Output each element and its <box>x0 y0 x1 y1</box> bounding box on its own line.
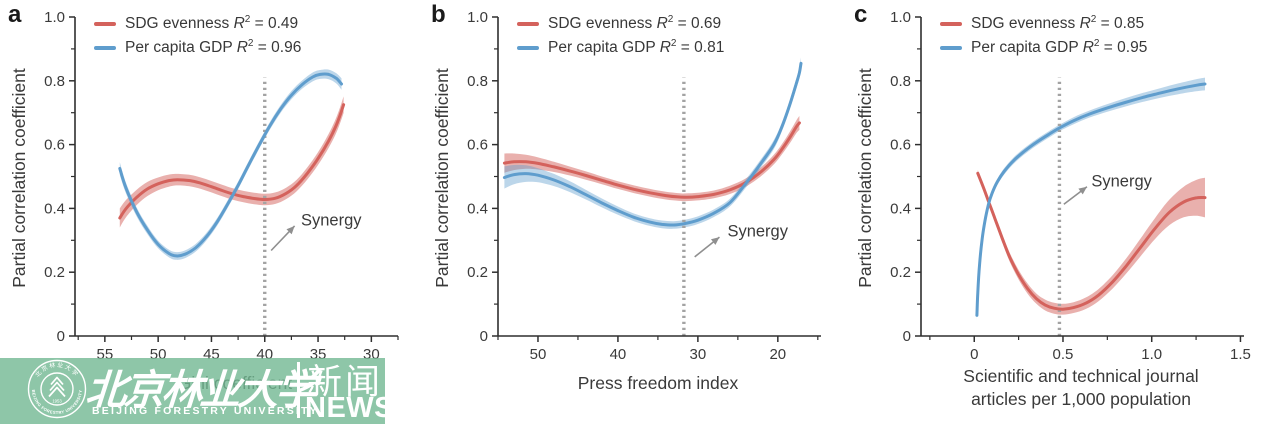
legend-entry: SDG evenness R2 = 0.49 <box>94 13 301 34</box>
line-per-capita-gdp <box>975 82 1207 317</box>
svg-text:0.8: 0.8 <box>467 73 488 90</box>
svg-text:0.2: 0.2 <box>890 264 911 281</box>
svg-text:1.5: 1.5 <box>1230 346 1251 363</box>
synergy-arrowhead-icon <box>710 237 720 245</box>
line-sdg-evenness <box>502 121 801 199</box>
legend-entry-label: Per capita GDP R2 = 0.95 <box>971 37 1148 56</box>
svg-text:1.0: 1.0 <box>44 9 65 26</box>
synergy-label: Synergy <box>1091 173 1152 191</box>
svg-text:0.4: 0.4 <box>44 200 65 217</box>
legend-entry-label: Per capita GDP R2 = 0.96 <box>125 37 302 56</box>
svg-text:20: 20 <box>769 346 786 363</box>
svg-text:1.0: 1.0 <box>1141 346 1162 363</box>
y-axis-title: Partial correlation coefficient <box>9 68 29 288</box>
legend-entry-label: Per capita GDP R2 = 0.81 <box>548 37 725 56</box>
svg-text:0.2: 0.2 <box>467 264 488 281</box>
legend-entry: Per capita GDP R2 = 0.81 <box>517 37 724 58</box>
x-axis-title-press-freedom: Press freedom index <box>577 373 739 393</box>
band-sdg-evenness <box>119 96 344 228</box>
panel-letter-c: c <box>854 1 868 28</box>
legend-line-swatch-icon <box>517 21 539 26</box>
news-label-chinese: 新闻 <box>307 363 384 402</box>
legend-line-swatch-icon <box>94 45 116 50</box>
fir-tree-icon <box>48 376 66 398</box>
svg-text:0: 0 <box>480 328 488 345</box>
svg-text:0.4: 0.4 <box>467 200 488 217</box>
legend-line-swatch-icon <box>940 45 962 50</box>
legend: SDG evenness R2 = 0.85 Per capita GDP R2 … <box>940 13 1147 58</box>
beijing-forestry-university-news-watermark: 北京林业大学 BEIJING FORESTRY UNIVERSITY 1953 北京… <box>0 358 394 424</box>
band-per-capita-gdp <box>119 69 342 260</box>
legend-entry: SDG evenness R2 = 0.85 <box>940 13 1147 34</box>
y-axis-ticks: 0 0.2 0.4 0.6 0.8 1.0 <box>44 9 75 345</box>
panel-c: 0 0.2 0.4 0.6 0.8 1.0 0 0.5 1.0 1.5 Synergy c Part… <box>846 0 1269 428</box>
confidence-bands <box>504 57 801 229</box>
line-sdg-evenness <box>976 171 1207 311</box>
watermark-divider <box>297 362 300 418</box>
y-axis-title: Partial correlation coefficient <box>432 68 452 288</box>
svg-text:北京林业大学: 北京林业大学 <box>33 361 80 379</box>
legend-line-swatch-icon <box>517 45 539 50</box>
news-label-english: NEWS <box>305 392 394 424</box>
svg-text:0.4: 0.4 <box>890 200 911 217</box>
panel-c-chart: 0 0.2 0.4 0.6 0.8 1.0 0 0.5 1.0 1.5 Synergy <box>890 9 1251 363</box>
svg-text:1.0: 1.0 <box>467 9 488 26</box>
svg-text:40: 40 <box>610 346 627 363</box>
legend-entry-label: SDG evenness R2 = 0.69 <box>548 13 722 32</box>
svg-text:0: 0 <box>903 328 911 345</box>
synergy-arrowhead-icon <box>1078 186 1087 195</box>
panel-b: 0 0.2 0.4 0.6 0.8 1.0 50 40 30 20 Synergy b Partia… <box>423 0 846 428</box>
svg-text:0.8: 0.8 <box>44 73 65 90</box>
svg-text:50: 50 <box>530 346 547 363</box>
panel-letter-a: a <box>8 1 22 28</box>
legend-entry: Per capita GDP R2 = 0.95 <box>940 37 1147 58</box>
y-axis-ticks: 0 0.2 0.4 0.6 0.8 1.0 <box>467 9 498 345</box>
band-sdg-evenness <box>504 115 800 202</box>
svg-text:0: 0 <box>57 328 65 345</box>
panel-b-chart: 0 0.2 0.4 0.6 0.8 1.0 50 40 30 20 Synergy <box>467 9 821 363</box>
svg-text:0.2: 0.2 <box>44 264 65 281</box>
x-axis-ticks: 0 0.5 1.0 1.5 <box>929 336 1251 363</box>
svg-text:1953: 1953 <box>52 399 62 404</box>
legend-line-swatch-icon <box>94 21 116 26</box>
line-sdg-evenness <box>118 103 346 220</box>
band-per-capita-gdp <box>504 57 801 229</box>
svg-text:0.5: 0.5 <box>1053 346 1074 363</box>
legend-entry: Per capita GDP R2 = 0.96 <box>94 37 301 58</box>
panel-a: 0 0.2 0.4 0.6 0.8 1.0 55 50 45 40 35 30 Synergy a Pa… <box>0 0 423 428</box>
panel-letter-b: b <box>431 1 446 28</box>
university-name-english: BEIJING FORESTRY UNIVERSITY <box>92 405 319 417</box>
svg-text:0.8: 0.8 <box>890 73 911 90</box>
svg-text:30: 30 <box>690 346 707 363</box>
svg-text:0: 0 <box>970 346 978 363</box>
legend-entry-label: SDG evenness R2 = 0.49 <box>125 13 299 32</box>
legend-entry: SDG evenness R2 = 0.69 <box>517 13 724 34</box>
x-axis-ticks: 50 40 30 20 <box>497 336 819 363</box>
axes <box>920 17 1244 337</box>
svg-text:0.6: 0.6 <box>44 137 65 154</box>
legend: SDG evenness R2 = 0.69 Per capita GDP R2 … <box>517 13 724 58</box>
line-per-capita-gdp <box>502 61 803 227</box>
y-axis-title: Partial correlation coefficient <box>855 68 875 288</box>
legend: SDG evenness R2 = 0.49 Per capita GDP R2 … <box>94 13 301 58</box>
legend-line-swatch-icon <box>940 21 962 26</box>
svg-text:0.6: 0.6 <box>467 137 488 154</box>
x-axis-title-journal-articles: Scientific and technical journal article… <box>963 366 1199 409</box>
svg-text:0.6: 0.6 <box>890 137 911 154</box>
legend-entry-label: SDG evenness R2 = 0.85 <box>971 13 1145 32</box>
synergy-label: Synergy <box>727 223 788 241</box>
confidence-bands <box>119 69 344 260</box>
synergy-arrowhead-icon <box>286 225 295 235</box>
synergy-label: Synergy <box>301 212 362 230</box>
band-sdg-evenness <box>977 170 1205 315</box>
line-per-capita-gdp <box>118 72 343 258</box>
y-axis-ticks: 0 0.2 0.4 0.6 0.8 1.0 <box>890 9 921 345</box>
svg-text:1.0: 1.0 <box>890 9 911 26</box>
